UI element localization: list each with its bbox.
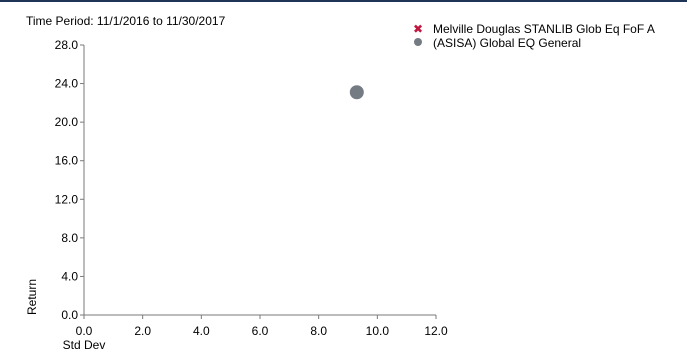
x-tick-label: 8.0 bbox=[310, 324, 327, 338]
time-period-label: Time Period: 11/1/2016 to 11/30/2017 bbox=[26, 14, 226, 28]
y-tick-label: 12.0 bbox=[55, 192, 79, 206]
y-tick-label: 0.0 bbox=[61, 308, 78, 322]
legend-label: (ASISA) Global EQ General bbox=[433, 36, 582, 50]
legend-item-fund: ✖ Melville Douglas STANLIB Glob Eq FoF A bbox=[412, 22, 655, 36]
y-tick-label: 20.0 bbox=[55, 115, 79, 129]
x-tick-label: 12.0 bbox=[424, 324, 448, 338]
y-axis-title: Return bbox=[25, 279, 39, 315]
x-axis-title: Std Dev bbox=[63, 338, 106, 352]
top-rule bbox=[0, 0, 687, 2]
legend-label: Melville Douglas STANLIB Glob Eq FoF A bbox=[433, 22, 655, 36]
y-tick-label: 24.0 bbox=[55, 77, 79, 91]
x-tick-label: 2.0 bbox=[134, 324, 151, 338]
data-point bbox=[349, 85, 364, 100]
y-tick-label: 4.0 bbox=[61, 269, 78, 283]
x-tick-label: 0.0 bbox=[76, 324, 93, 338]
legend-item-category: (ASISA) Global EQ General bbox=[412, 36, 655, 50]
x-mark-icon: ✖ bbox=[412, 22, 424, 36]
y-tick-label: 8.0 bbox=[61, 231, 78, 245]
x-tick-label: 6.0 bbox=[252, 324, 269, 338]
y-tick-label: 16.0 bbox=[55, 154, 79, 168]
chart-legend: ✖ Melville Douglas STANLIB Glob Eq FoF A… bbox=[412, 22, 655, 50]
x-tick-label: 10.0 bbox=[366, 324, 390, 338]
y-tick-label: 28.0 bbox=[55, 38, 79, 52]
circle-dot-icon bbox=[412, 36, 424, 50]
x-tick-label: 4.0 bbox=[193, 324, 210, 338]
